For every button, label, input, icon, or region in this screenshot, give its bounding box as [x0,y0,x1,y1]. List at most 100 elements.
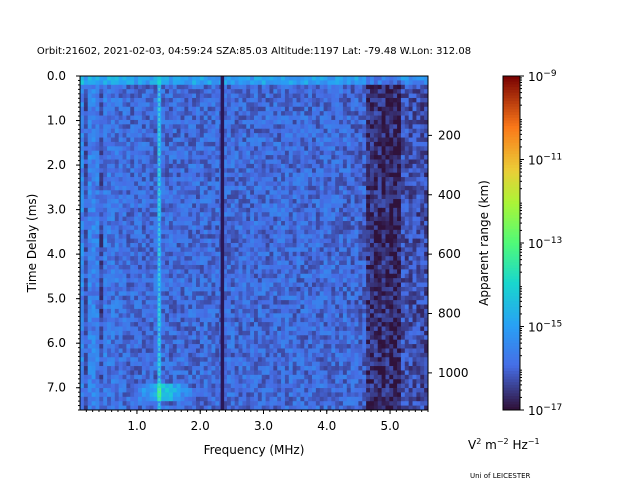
heatmap-cell [161,251,166,257]
heatmap-cell [420,97,425,103]
heatmap-cell [366,128,371,134]
heatmap-cell [288,80,294,86]
heatmap-cell [370,111,375,116]
heatmap-cell [80,163,85,169]
heatmap-cell [381,89,386,94]
heatmap-cell [296,243,301,248]
heatmap-cell [161,273,166,279]
heatmap-cell [273,133,278,138]
heatmap-cell [381,207,386,213]
heatmap-cell [385,308,390,314]
heatmap-cell [296,93,301,99]
heatmap-cell [234,133,239,138]
heatmap-cell [250,137,255,143]
heatmap-cell [188,84,193,90]
heatmap-cell [149,155,154,160]
heatmap-cell [192,190,197,196]
heatmap-cell [207,163,212,169]
heatmap-cell [95,216,100,222]
heatmap-cell [358,128,363,134]
heatmap-cell [192,80,197,86]
heatmap-cell [226,111,232,116]
heatmap-cell [335,93,340,99]
heatmap-cell [122,313,127,319]
heatmap-cell [215,295,220,301]
heatmap-cell [292,216,297,222]
heatmap-cell [327,313,332,319]
heatmap-cell [223,243,228,248]
heatmap-cell [95,238,100,244]
heatmap-cell [335,181,340,187]
heatmap-cell [91,295,96,301]
heatmap-cell [107,216,112,222]
heatmap-cell [199,89,205,94]
heatmap-cell [424,124,429,130]
heatmap-cell [207,137,212,143]
heatmap-cell [138,124,143,130]
heatmap-cell [250,317,255,323]
heatmap-cell [304,256,309,261]
heatmap-cell [381,216,386,222]
heatmap-cell [250,76,255,81]
heatmap-cell [110,76,116,81]
heatmap-cell [362,278,367,283]
heatmap-cell [269,234,274,239]
heatmap-cell [103,102,108,108]
heatmap-cell [404,128,410,134]
heatmap-cell [420,313,425,319]
heatmap-cell [424,264,429,270]
heatmap-cell [408,168,413,174]
heatmap-cell [339,194,344,200]
heatmap-cell [400,111,406,116]
heatmap-cell [354,106,359,112]
heatmap-cell [408,141,413,147]
heatmap-cell [300,264,305,270]
heatmap-cell [188,155,193,160]
heatmap-cell [350,172,355,178]
heatmap-cell [381,295,386,301]
heatmap-cell [284,111,290,116]
heatmap-cell [408,286,413,292]
heatmap-cell [188,172,193,178]
heatmap-cell [385,150,390,156]
heatmap-cell [223,273,228,279]
heatmap-cell [412,172,417,178]
heatmap-cell [238,243,243,248]
heatmap-cell [83,291,89,297]
heatmap-cell [342,89,348,94]
heatmap-cell [373,207,379,213]
heatmap-cell [196,194,201,200]
heatmap-cell [288,111,294,116]
heatmap-cell [397,84,402,90]
heatmap-cell [377,185,382,191]
heatmap-cell [335,177,340,182]
heatmap-cell [416,115,421,121]
heatmap-cell [95,146,100,152]
heatmap-cell [141,269,147,275]
heatmap-cell [393,181,398,187]
heatmap-cell [400,260,406,266]
heatmap-cell [203,80,208,86]
heatmap-cell [161,84,166,90]
heatmap-cell [130,106,135,112]
heatmap-cell [130,260,135,266]
heatmap-cell [141,282,147,288]
heatmap-cell [346,115,352,121]
heatmap-cell [107,269,112,275]
heatmap-cell [377,84,382,90]
heatmap-cell [180,221,185,226]
heatmap-cell [242,168,247,174]
heatmap-cell [114,80,120,86]
heatmap-cell [277,203,282,209]
heatmap-cell [230,163,236,169]
heatmap-cell [288,155,294,160]
heatmap-cell [304,80,309,86]
heatmap-cell [327,216,332,222]
heatmap-cell [250,243,255,248]
heatmap-cell [342,102,348,108]
heatmap-cell [269,163,274,169]
heatmap-cell [339,181,344,187]
heatmap-cell [226,260,232,266]
heatmap-cell [192,269,197,275]
heatmap-cell [203,216,208,222]
